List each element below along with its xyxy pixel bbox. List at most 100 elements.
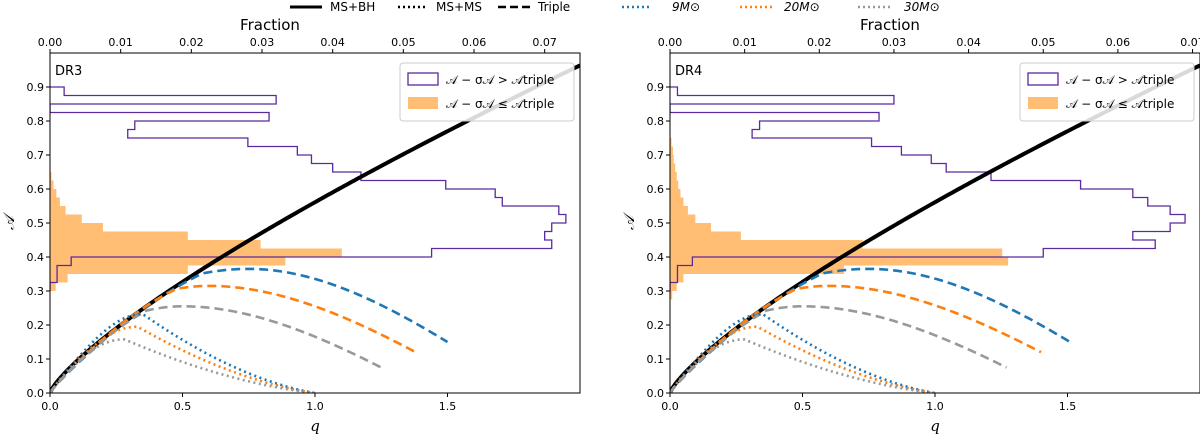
- x-tick-label: 1.5: [439, 400, 457, 413]
- hist-below-bar: [50, 206, 66, 215]
- x-tick-label: 0.0: [41, 400, 59, 413]
- legend-entry-9msun: 9M⊙: [622, 0, 700, 14]
- x-tick-label: 0.0: [661, 400, 679, 413]
- curve-triple-2: [670, 304, 1008, 393]
- panel-dr4: 0.0 0.5 1.0 1.5 q 0.0 0.1 0.2 0.3 0.4 0.5 0.6 0.7 0.8…: [620, 16, 1200, 435]
- hist-below-bar: [670, 240, 863, 249]
- top-x-tick-label: 0.07: [1180, 36, 1200, 49]
- hist-below-bar: [670, 274, 684, 283]
- legend-label-triple: Triple: [537, 0, 570, 14]
- hist-below-bar: [670, 223, 712, 232]
- hist-below-bar: [670, 172, 677, 181]
- hist-above-step: [50, 86, 567, 291]
- y-tick-label: 0.3: [647, 285, 665, 298]
- y-tick-label: 0.6: [647, 183, 665, 196]
- x-tick-label: 0.5: [794, 400, 812, 413]
- curve-ms-ms-2: [50, 337, 316, 393]
- hist-below-bar: [50, 231, 188, 240]
- hist-below-bar: [670, 248, 1003, 257]
- hist-above-step: [670, 86, 1186, 291]
- legend-swatch-above: [407, 72, 439, 86]
- panel-dr3: 0.0 0.5 1.0 1.5 q 0.0 0.1 0.2 0.3 0.4 0.5 0.6 0.7 0.8…: [0, 16, 581, 435]
- hist-below-bar: [50, 240, 261, 249]
- top-x-tick-label: 0.05: [391, 36, 416, 49]
- y-axis-label: 𝒜: [0, 211, 18, 230]
- y-tick-label: 0.8: [27, 115, 45, 128]
- x-axis-label: q: [310, 417, 320, 435]
- y-tick-label: 0.9: [647, 81, 665, 94]
- legend-label-9msun: 9M⊙: [672, 0, 700, 14]
- hist-below-bar: [670, 189, 681, 198]
- curve-ms-ms-0: [50, 312, 316, 393]
- legend-label-above: 𝒜 − σ𝒜 > 𝒜triple: [1066, 73, 1174, 87]
- top-x-tick-label: 0.06: [462, 36, 487, 49]
- y-tick-label: 0.2: [27, 319, 45, 332]
- legend-label-below: 𝒜 − σ𝒜 ≤ 𝒜triple: [1066, 97, 1174, 111]
- hist-below-bar: [50, 197, 60, 206]
- panel-legend-box: [399, 62, 575, 122]
- x-tick-label: 0.5: [174, 400, 192, 413]
- hist-below-bar: [670, 206, 688, 215]
- curve-triple-2: [50, 304, 382, 393]
- hist-below-bar: [670, 265, 844, 274]
- hist-below-bar: [670, 291, 673, 300]
- hist-below-bar: [670, 163, 676, 172]
- x-tick-label: 1.0: [306, 400, 324, 413]
- y-tick-label: 0.7: [647, 149, 665, 162]
- hist-below-bar: [50, 172, 52, 181]
- hist-below-bar: [50, 274, 68, 283]
- top-x-axis-label: Fraction: [240, 16, 300, 34]
- legend-swatch-below: [1028, 97, 1058, 109]
- top-x-tick-label: 0.03: [250, 36, 275, 49]
- panel-tag: DR4: [675, 64, 702, 79]
- curve-ms-ms-1: [670, 325, 936, 393]
- hist-below-bar: [670, 214, 696, 223]
- curve-triple-1: [670, 284, 1042, 393]
- hist-below-bar: [50, 282, 56, 291]
- hist-below-bar: [670, 138, 672, 147]
- hist-below-bar: [670, 197, 684, 206]
- y-tick-label: 0.5: [27, 217, 45, 230]
- legend-label-30msun: 30M⊙: [904, 0, 940, 14]
- hist-below-bar: [50, 214, 82, 223]
- y-tick-label: 0.6: [27, 183, 45, 196]
- legend-label-ms-bh: MS+BH: [330, 0, 375, 14]
- x-axis-label: q: [930, 417, 940, 435]
- hist-below-bar: [50, 180, 54, 189]
- legend-label-20msun: 20M⊙: [784, 0, 820, 14]
- x-tick-label: 1.5: [1059, 400, 1077, 413]
- legend-swatch-below: [408, 97, 438, 109]
- top-x-tick-label: 0.04: [956, 36, 981, 49]
- y-tick-label: 0.8: [647, 115, 665, 128]
- top-x-tick-label: 0.01: [108, 36, 133, 49]
- top-x-tick-label: 0.00: [38, 36, 63, 49]
- legend-entry-ms-ms: MS+MS: [398, 0, 482, 14]
- legend-swatch-above: [1027, 72, 1059, 86]
- curve-triple-1: [50, 284, 417, 393]
- hist-below-bar: [670, 257, 1009, 266]
- hist-below-bar: [670, 180, 679, 189]
- y-tick-label: 0.4: [647, 251, 665, 264]
- y-tick-label: 0.5: [647, 217, 665, 230]
- top-x-tick-label: 0.00: [658, 36, 683, 49]
- figure-legend: MS+BH MS+MS Triple 9M⊙ 20M⊙ 30M⊙: [290, 0, 940, 14]
- y-tick-label: 0.0: [647, 387, 665, 400]
- curve-ms-ms-0: [670, 312, 936, 393]
- x-tick-label: 1.0: [926, 400, 944, 413]
- curve-ms-ms-2: [670, 337, 936, 393]
- plot-area: [670, 63, 1200, 393]
- legend-label-above: 𝒜 − σ𝒜 > 𝒜triple: [446, 73, 554, 87]
- legend-entry-ms-bh: MS+BH: [290, 0, 375, 14]
- hist-below-bar: [670, 231, 741, 240]
- top-x-tick-label: 0.02: [179, 36, 204, 49]
- panel-legend-box: [1019, 62, 1195, 122]
- legend-entry-triple: Triple: [498, 0, 570, 14]
- hist-below-bar: [670, 155, 674, 164]
- hist-below-bar: [50, 189, 57, 198]
- top-x-tick-label: 0.03: [882, 36, 907, 49]
- y-tick-label: 0.2: [647, 319, 665, 332]
- y-tick-label: 0.3: [27, 285, 45, 298]
- hist-below-bar: [50, 257, 286, 266]
- top-x-tick-label: 0.07: [532, 36, 557, 49]
- y-tick-label: 0.9: [27, 81, 45, 94]
